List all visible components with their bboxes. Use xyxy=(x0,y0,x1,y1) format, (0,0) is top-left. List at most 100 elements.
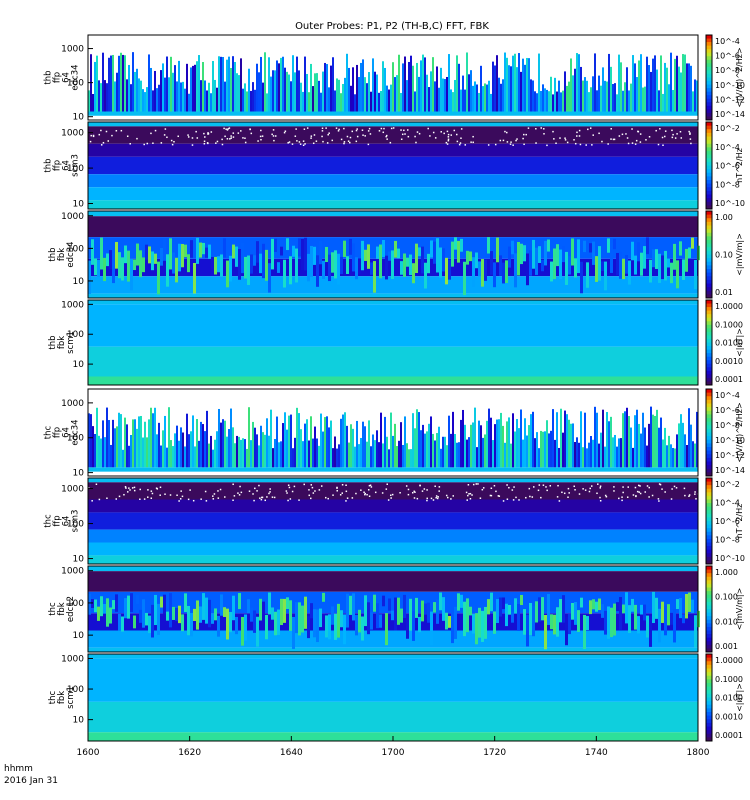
spectrogram-column xyxy=(126,424,128,468)
spectrogram-column xyxy=(679,241,682,256)
noise-speck xyxy=(413,497,416,499)
noise-speck xyxy=(622,486,624,488)
noise-speck xyxy=(341,484,344,486)
x-tick-label: 1800 xyxy=(687,748,710,758)
spectrogram-column xyxy=(466,439,468,468)
spectrogram-column xyxy=(318,80,320,112)
spectrogram-column xyxy=(240,58,242,112)
spectrogram-column xyxy=(202,62,204,112)
colorbar-tick-label: 10^-10 xyxy=(715,436,745,445)
noise-speck xyxy=(260,129,262,132)
spectrogram-band xyxy=(88,300,698,305)
noise-speck xyxy=(224,496,226,498)
noise-speck xyxy=(238,494,241,496)
spectrogram-column xyxy=(460,238,463,252)
spectrogram-column xyxy=(325,615,328,638)
spectrogram-column xyxy=(344,412,346,468)
colorbar-label: <|mV/m|> xyxy=(735,233,744,276)
spectrogram-column xyxy=(502,262,505,284)
noise-speck xyxy=(223,127,225,130)
spectrogram-column xyxy=(538,448,540,468)
noise-speck xyxy=(221,138,223,141)
spectrogram-column xyxy=(278,442,280,468)
noise-speck xyxy=(469,497,472,500)
spectrogram-column xyxy=(268,435,270,468)
spectrogram-column xyxy=(175,608,178,622)
spectrogram-column xyxy=(532,411,534,468)
spectrogram-column xyxy=(472,257,475,288)
noise-speck xyxy=(310,137,312,139)
spectrogram-column xyxy=(144,421,146,468)
colorbar-segment xyxy=(706,609,712,614)
spectrogram-column xyxy=(382,240,385,258)
spectrogram-column xyxy=(632,447,634,468)
spectrogram-column xyxy=(457,593,460,611)
noise-speck xyxy=(285,490,288,492)
spectrogram-column xyxy=(382,443,384,468)
noise-speck xyxy=(196,137,199,139)
spectrogram-column xyxy=(193,262,196,294)
spectrogram-column xyxy=(211,613,214,624)
colorbar-frame xyxy=(705,653,713,742)
noise-speck xyxy=(364,492,366,495)
colorbar-segment xyxy=(706,310,712,315)
panel-label-line: ffp xyxy=(53,515,63,526)
spectrogram-column xyxy=(364,77,366,112)
spectrogram-column xyxy=(116,426,118,468)
panel-label-line: scm3 xyxy=(71,510,81,533)
panel-frame xyxy=(87,299,699,386)
spectrogram-column xyxy=(88,413,90,468)
noise-speck xyxy=(369,133,372,135)
noise-speck xyxy=(561,491,563,494)
spectrogram-column xyxy=(436,599,439,624)
spectrogram-column xyxy=(422,424,424,468)
spectrogram-column xyxy=(292,448,294,468)
colorbar-segment xyxy=(706,675,712,680)
panel-label-line: ffp xyxy=(53,72,63,83)
spectrogram-column xyxy=(184,88,186,112)
colorbar-segment xyxy=(706,535,712,540)
colorbar-segment xyxy=(706,472,712,477)
spectrogram-column xyxy=(103,257,106,282)
noise-speck xyxy=(224,135,226,138)
noise-speck xyxy=(683,487,686,490)
spectrogram-column xyxy=(600,85,602,112)
spectrogram-column xyxy=(428,87,430,112)
spectrogram-column xyxy=(142,437,144,468)
spectrogram-column xyxy=(326,64,328,112)
spectrogram-column xyxy=(616,446,618,468)
noise-speck xyxy=(322,140,324,143)
spectrogram-column xyxy=(602,67,604,112)
spectrogram-column xyxy=(412,611,415,641)
spectrogram-column xyxy=(625,255,628,274)
spectrogram-column xyxy=(586,262,589,288)
spectrogram-column xyxy=(508,417,510,468)
time-label-hhmm: hhmm xyxy=(4,764,33,774)
spectrogram-column xyxy=(178,60,180,112)
spectrogram-column xyxy=(458,63,460,112)
spectrogram-column xyxy=(331,252,334,273)
colorbar-tick-label: 10^-6 xyxy=(715,52,740,61)
colorbar-segment xyxy=(706,91,712,96)
spectrogram-column xyxy=(686,63,688,112)
spectrogram-column xyxy=(186,413,188,468)
spectrogram-column xyxy=(373,594,376,612)
spectrogram-column xyxy=(636,77,638,112)
colorbar-segment xyxy=(706,661,712,666)
spectrogram-column xyxy=(542,84,544,112)
noise-speck xyxy=(89,140,92,143)
spectrogram-column xyxy=(528,425,530,468)
spectrogram-column xyxy=(128,64,130,112)
colorbar-segment xyxy=(706,465,712,470)
spectrogram-column xyxy=(282,423,284,468)
colorbar-segment xyxy=(706,403,712,408)
spectrogram-column xyxy=(277,262,280,273)
colorbar-tick-label: 10^-8 xyxy=(715,536,740,545)
noise-speck xyxy=(403,129,405,132)
spectrogram-column xyxy=(188,434,190,468)
colorbar-segment xyxy=(706,683,712,688)
noise-speck xyxy=(295,128,297,130)
spectrogram-column xyxy=(262,432,264,468)
